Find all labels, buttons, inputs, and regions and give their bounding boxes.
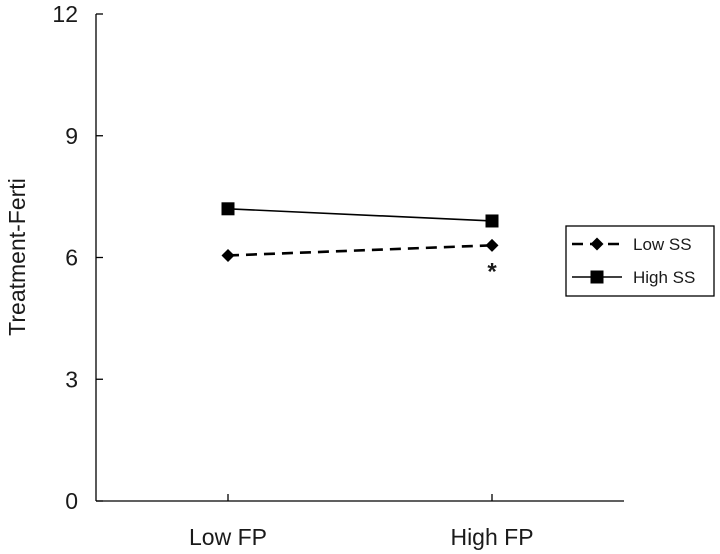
annotations: *: [487, 258, 497, 285]
legend-label: High SS: [633, 268, 695, 287]
legend-box: [565, 225, 715, 297]
y-tick-label: 3: [65, 366, 78, 392]
x-tick-label-low-fp: Low FP: [189, 524, 267, 550]
x-axis: Low FP High FP: [96, 494, 624, 550]
data-point-low-ss: [485, 238, 499, 252]
legend-marker-low-ss: [590, 237, 604, 251]
data-point-high-ss: [221, 202, 235, 216]
series-low-ss: [221, 238, 499, 262]
series-high-ss: [221, 202, 499, 228]
data-point-high-ss: [485, 214, 499, 228]
series-line-high-ss: [227, 208, 493, 222]
plot-series: [221, 202, 499, 262]
significance-marker: *: [487, 258, 497, 285]
y-tick-label: 0: [65, 488, 78, 514]
y-tick-label: 9: [65, 123, 78, 149]
legend-marker-high-ss: [590, 270, 604, 284]
series-line-low-ss: [227, 244, 493, 257]
legend-label: Low SS: [633, 235, 692, 254]
y-axis-title: Treatment-Ferti: [4, 178, 30, 336]
y-ticks: 0 3 6 9 12: [52, 1, 103, 514]
y-tick-label: 6: [65, 245, 78, 271]
data-point-low-ss: [221, 248, 235, 262]
legend: Low SS High SS: [565, 225, 715, 297]
x-ticks: Low FP High FP: [189, 494, 534, 550]
legend-item-high-ss: High SS: [572, 268, 695, 287]
y-tick-label: 12: [52, 1, 78, 27]
x-tick-label-high-fp: High FP: [450, 524, 533, 550]
y-axis: 0 3 6 9 12: [52, 1, 103, 514]
legend-items: Low SS High SS: [572, 235, 695, 287]
legend-item-low-ss: Low SS: [572, 235, 692, 254]
